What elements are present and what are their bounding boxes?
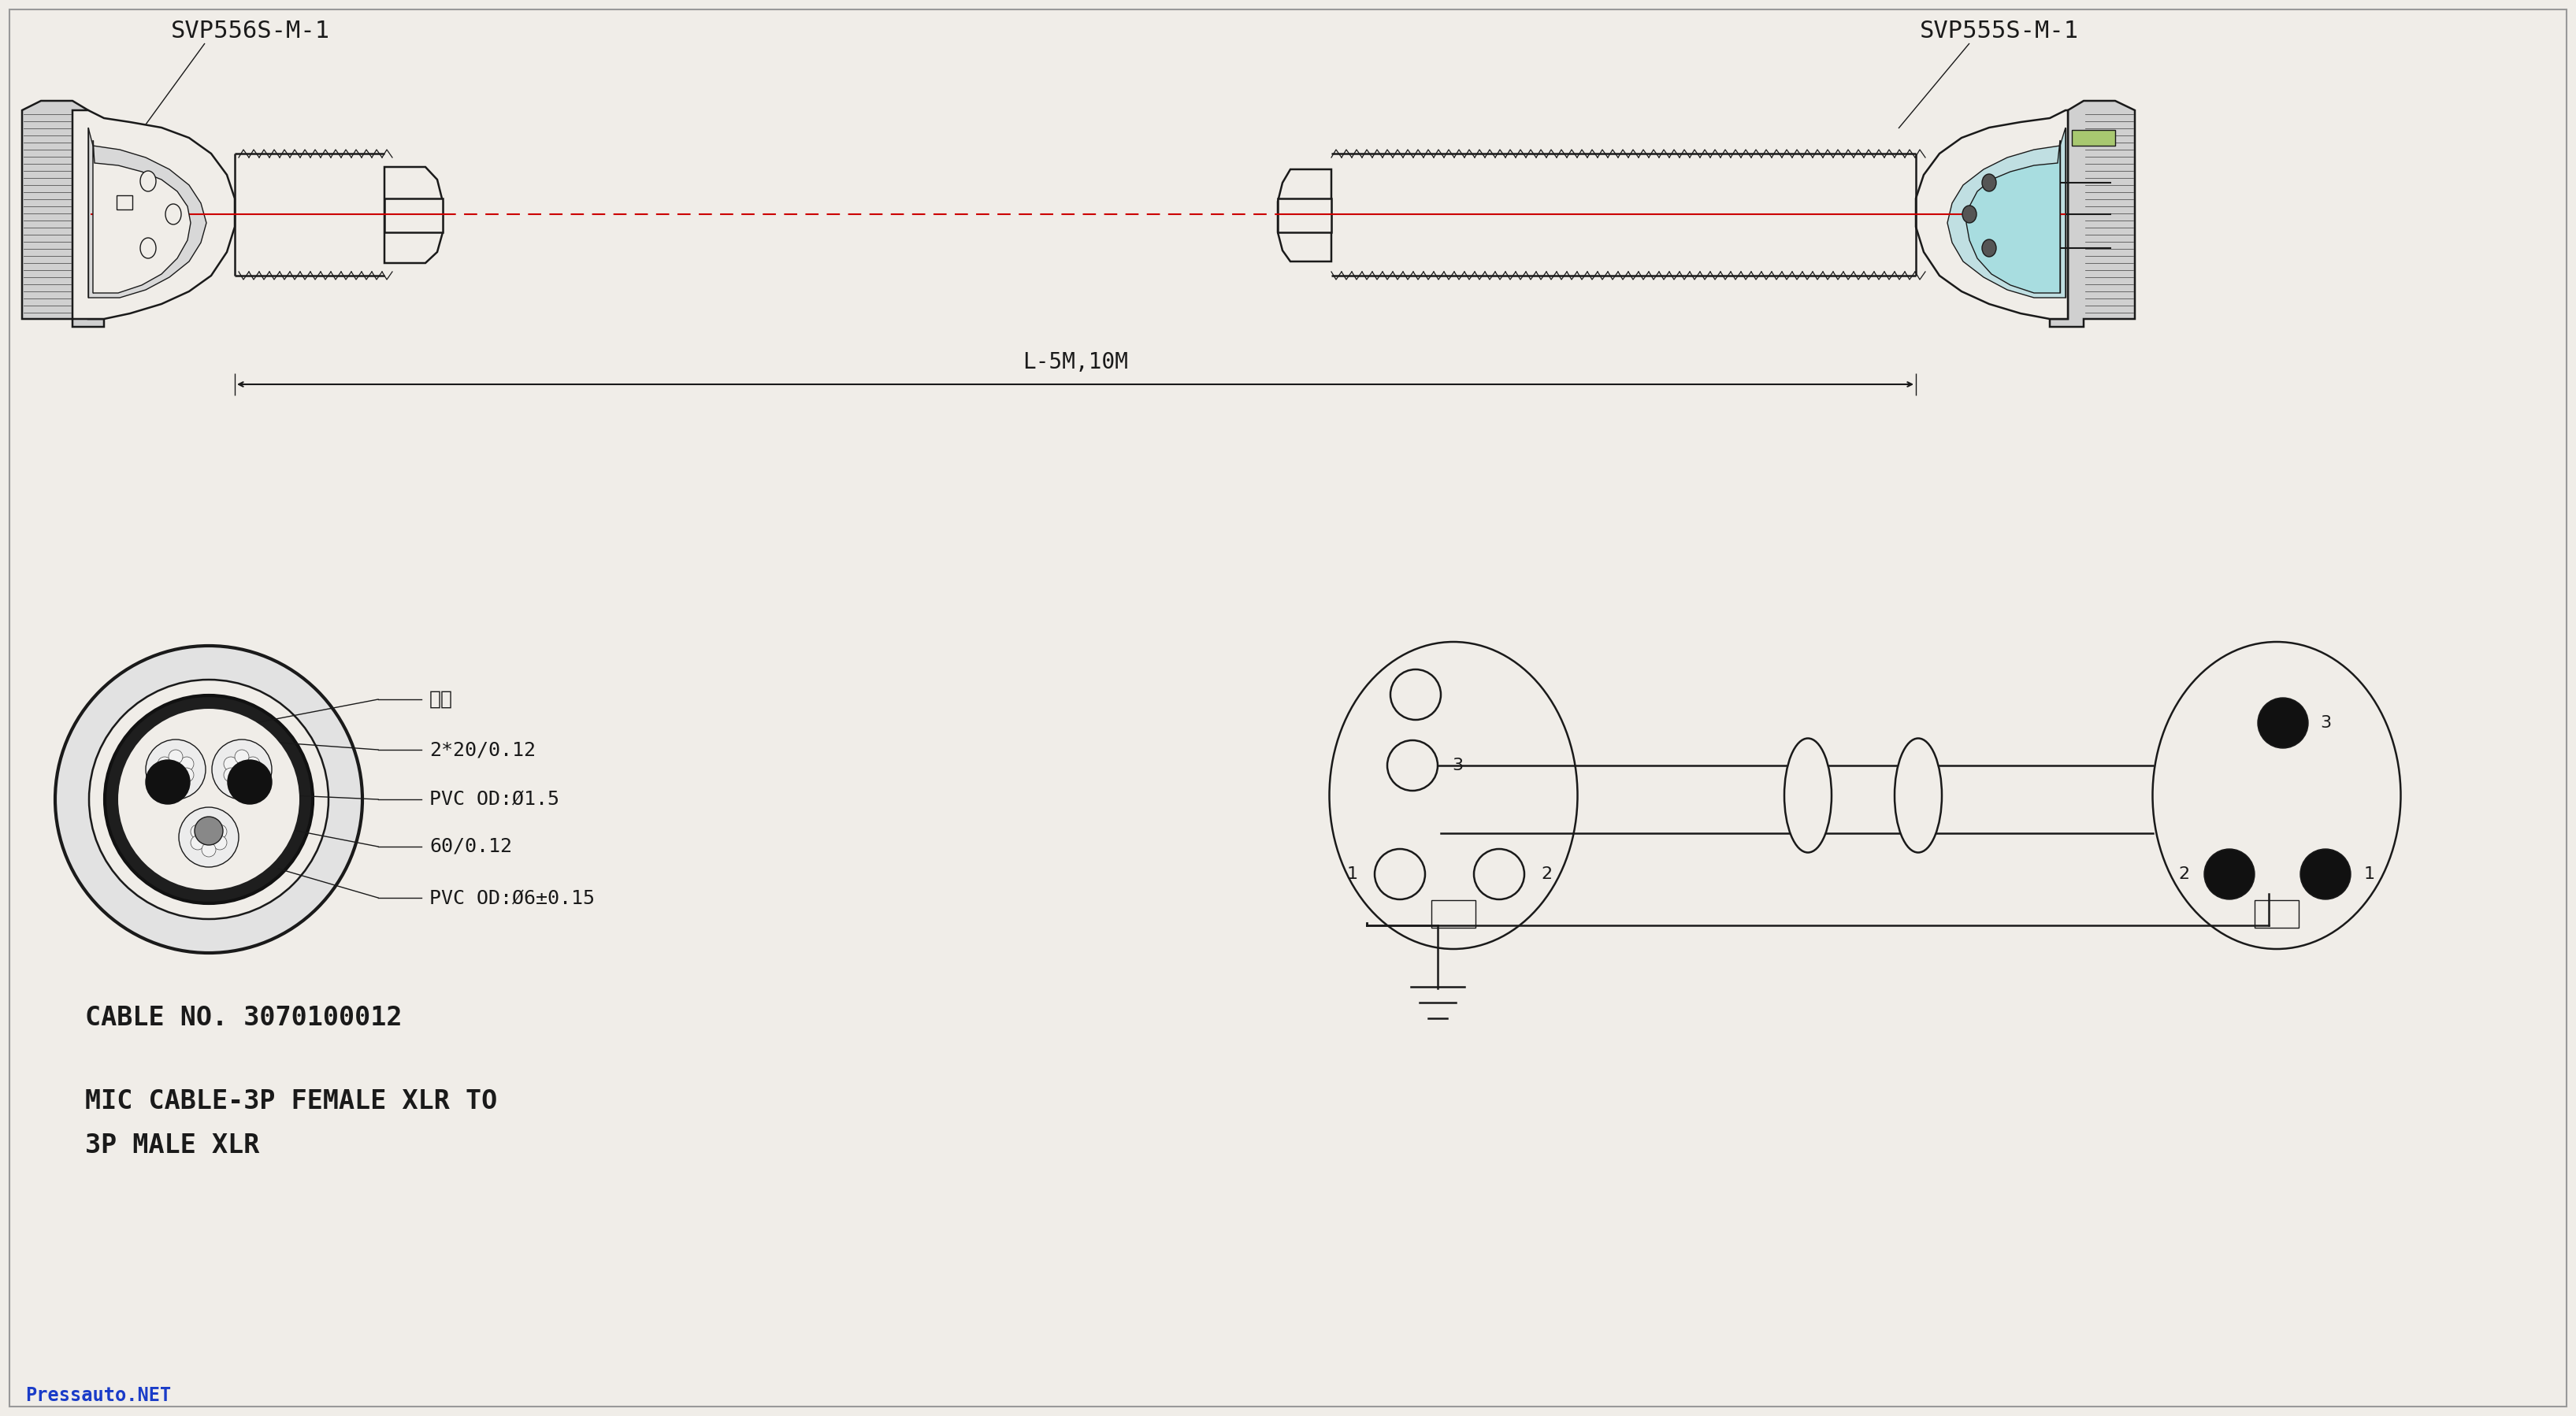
Text: 1: 1 [2365, 867, 2375, 882]
Polygon shape [23, 101, 103, 327]
Text: 1: 1 [1347, 867, 1358, 882]
Circle shape [201, 830, 216, 844]
Circle shape [157, 756, 173, 770]
Circle shape [167, 749, 183, 763]
Text: 2: 2 [2179, 867, 2190, 882]
Ellipse shape [139, 238, 157, 258]
Circle shape [147, 739, 206, 800]
Ellipse shape [165, 204, 180, 225]
Polygon shape [93, 140, 191, 293]
Polygon shape [72, 110, 234, 319]
Circle shape [245, 756, 260, 770]
Circle shape [227, 760, 273, 804]
Text: 3: 3 [1453, 758, 1463, 773]
Ellipse shape [1963, 205, 1976, 222]
Bar [116, 195, 131, 210]
Ellipse shape [139, 171, 157, 191]
Ellipse shape [2154, 641, 2401, 949]
Circle shape [54, 646, 363, 953]
Circle shape [1473, 850, 1525, 899]
Polygon shape [1965, 140, 2061, 293]
Polygon shape [1947, 127, 2066, 297]
Ellipse shape [1981, 174, 1996, 191]
Text: 2: 2 [1540, 867, 1551, 882]
Circle shape [157, 767, 173, 782]
Text: 60/0.12: 60/0.12 [430, 837, 513, 857]
Circle shape [214, 824, 227, 838]
Circle shape [196, 817, 224, 845]
Bar [2254, 901, 2298, 927]
Ellipse shape [1785, 738, 1832, 852]
Polygon shape [1917, 110, 2069, 319]
Text: SVP556S-M-1: SVP556S-M-1 [170, 20, 330, 42]
Circle shape [147, 760, 191, 804]
Bar [1278, 198, 1332, 232]
Bar [1432, 901, 1476, 927]
Circle shape [1388, 741, 1437, 790]
Circle shape [211, 739, 273, 800]
Circle shape [118, 709, 299, 889]
Circle shape [201, 843, 216, 857]
Text: PVC OD:Ø6±0.15: PVC OD:Ø6±0.15 [430, 888, 595, 908]
Circle shape [180, 756, 193, 770]
Circle shape [2300, 850, 2352, 899]
Text: 棉线: 棉线 [430, 690, 453, 709]
Text: Pressauto.NET: Pressauto.NET [26, 1386, 170, 1405]
Circle shape [224, 767, 237, 782]
Text: MIC CABLE-3P FEMALE XLR TO: MIC CABLE-3P FEMALE XLR TO [85, 1087, 497, 1114]
Bar [384, 198, 443, 232]
Circle shape [178, 807, 240, 867]
Circle shape [180, 767, 193, 782]
Polygon shape [1278, 170, 1332, 262]
Circle shape [191, 824, 206, 838]
Circle shape [167, 775, 183, 789]
Circle shape [191, 835, 206, 850]
Text: 3: 3 [2321, 715, 2331, 731]
Text: SVP555S-M-1: SVP555S-M-1 [1919, 20, 2079, 42]
Circle shape [234, 775, 250, 789]
Ellipse shape [1981, 239, 1996, 256]
Circle shape [234, 762, 250, 776]
Circle shape [234, 749, 250, 763]
Circle shape [214, 835, 227, 850]
Circle shape [224, 756, 237, 770]
Circle shape [167, 762, 183, 776]
Circle shape [201, 817, 216, 831]
Text: L-5M,10M: L-5M,10M [1023, 351, 1128, 374]
Text: 2*20/0.12: 2*20/0.12 [430, 741, 536, 759]
Polygon shape [2050, 101, 2136, 327]
Circle shape [1391, 670, 1440, 719]
Polygon shape [384, 167, 443, 263]
Circle shape [2257, 698, 2308, 748]
Text: 3P MALE XLR: 3P MALE XLR [85, 1133, 260, 1158]
Text: PVC OD:Ø1.5: PVC OD:Ø1.5 [430, 790, 559, 809]
Polygon shape [88, 127, 206, 297]
Circle shape [106, 695, 312, 903]
Circle shape [245, 767, 260, 782]
Ellipse shape [1329, 641, 1577, 949]
Bar [2071, 130, 2115, 146]
Circle shape [1376, 850, 1425, 899]
Circle shape [2205, 850, 2254, 899]
Ellipse shape [1893, 738, 1942, 852]
Circle shape [90, 680, 330, 919]
Text: CABLE NO. 3070100012: CABLE NO. 3070100012 [85, 1004, 402, 1031]
